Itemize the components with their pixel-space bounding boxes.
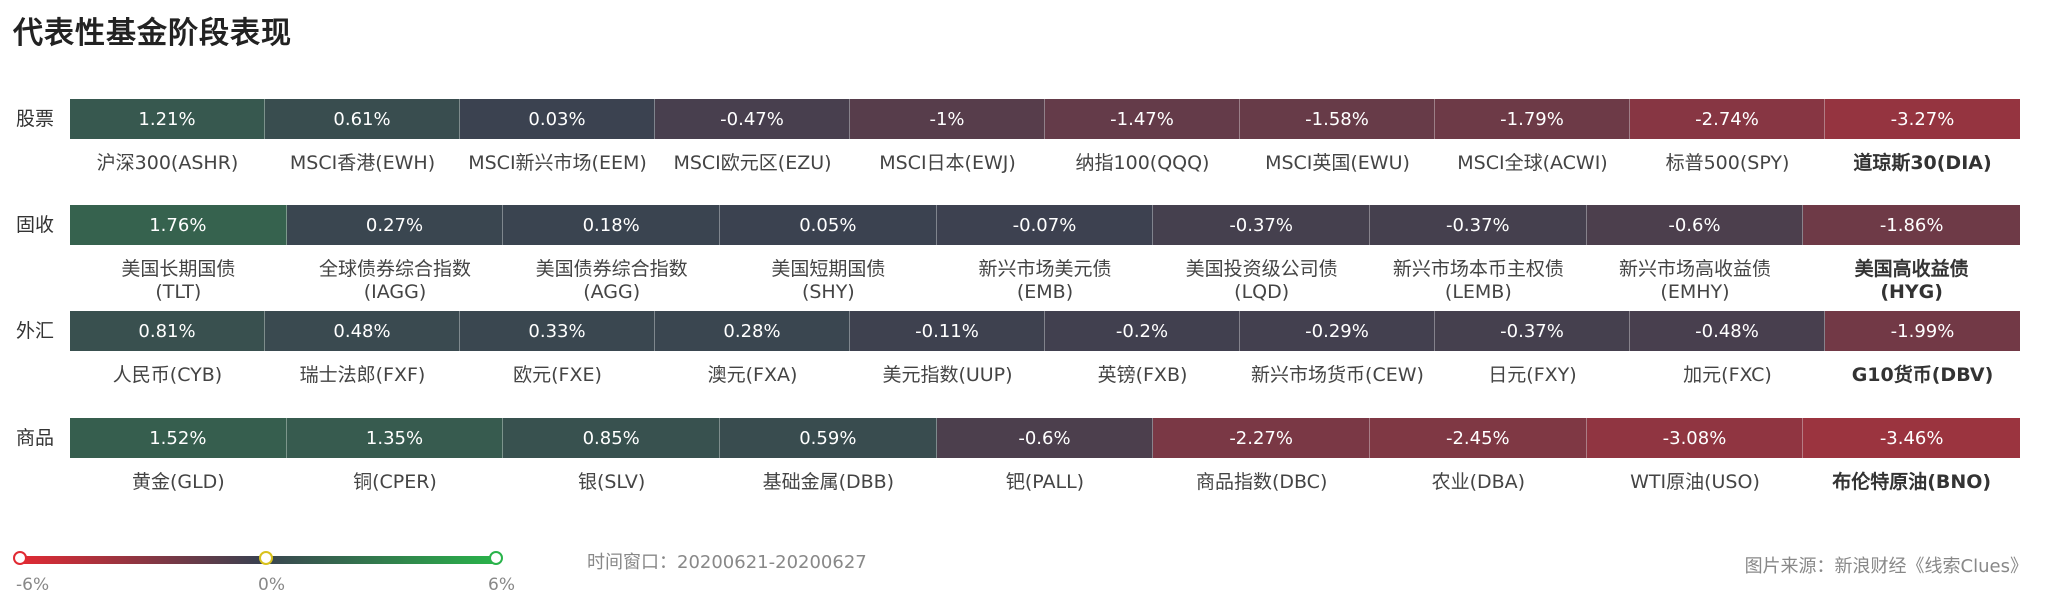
heatmap-cell: -0.48% (1630, 311, 1825, 351)
heatmap-row: 0.81% 0.48% 0.33% 0.28% -0.11% -0.2% -0.29% -0.… (70, 311, 2020, 351)
heatmap-cell: -0.37% (1370, 205, 1587, 245)
heatmap-cell: -0.2% (1045, 311, 1240, 351)
heatmap-cell: 0.85% (503, 418, 720, 458)
heatmap-cell: -3.46% (1803, 418, 2020, 458)
fund-name-label: 标普500(SPY) (1665, 152, 1790, 174)
legend-max-label: 6% (488, 575, 515, 595)
fund-name-label: 基础金属(DBB) (762, 471, 895, 493)
fund-name-label: 铜(CPER) (353, 471, 437, 493)
fund-name-label: 纳指100(QQQ) (1075, 152, 1210, 174)
fund-name-label: 美国短期国债 (SHY) (771, 258, 886, 303)
fund-name-label: 美国长期国债 (TLT) (121, 258, 236, 303)
legend-mid-label: 0% (258, 575, 285, 595)
fund-name-label: 英镑(FXB) (1097, 364, 1188, 386)
heatmap-cell: -1.99% (1825, 311, 2020, 351)
fund-name-label: MSCI全球(ACWI) (1457, 152, 1608, 174)
heatmap-cell: 1.52% (70, 418, 287, 458)
heatmap-row: 1.52% 1.35% 0.85% 0.59% -0.6% -2.27% -2.45% -3.… (70, 418, 2020, 458)
heatmap-cell: -3.08% (1586, 418, 1804, 458)
heatmap-cell: 0.05% (720, 205, 937, 245)
fund-name-label: 全球债券综合指数 (IAGG) (318, 258, 471, 303)
fund-name-label: 商品指数(DBC) (1195, 471, 1328, 493)
fund-name-label: 新兴市场高收益债 (EMHY) (1618, 258, 1771, 303)
heatmap-cell: -1% (850, 99, 1045, 139)
legend-gradient-bar (20, 556, 496, 564)
heatmap-cell: -1.79% (1435, 99, 1630, 139)
heatmap-cell: 0.03% (460, 99, 655, 139)
heatmap-cell: -0.6% (1586, 205, 1804, 245)
fund-name-label: 农业(DBA) (1431, 471, 1526, 493)
heatmap-cell: 0.61% (265, 99, 460, 139)
fund-name-label: 新兴市场货币(CEW) (1251, 364, 1424, 386)
legend-max-handle[interactable] (489, 551, 503, 565)
heatmap-cell: 0.27% (286, 205, 504, 245)
heatmap-cell: -0.07% (936, 205, 1154, 245)
heatmap-cell: 0.33% (460, 311, 655, 351)
heatmap-cell: -0.6% (936, 418, 1154, 458)
fund-name-label: 沪深300(ASHR) (96, 152, 239, 174)
fund-name-label: 美元指数(UUP) (882, 364, 1013, 386)
legend-mid-handle[interactable] (259, 551, 273, 565)
fund-name-label: WTI原油(USO) (1630, 471, 1760, 493)
fund-name-label: MSCI日本(EWJ) (879, 152, 1016, 174)
heatmap-cell: -2.27% (1153, 418, 1370, 458)
heatmap-row: 1.76% 0.27% 0.18% 0.05% -0.07% -0.37% -0.37% -0… (70, 205, 2020, 245)
heatmap-cell: -1.58% (1240, 99, 1435, 139)
fund-name-label: 道琼斯30(DIA) (1853, 152, 1992, 174)
fund-name-label: 布伦特原油(BNO) (1832, 471, 1992, 493)
heatmap-cell: -1.47% (1045, 99, 1240, 139)
fund-name-label: MSCI欧元区(EZU) (673, 152, 832, 174)
fund-name-label: 澳元(FXA) (707, 364, 798, 386)
source-credit: 图片来源：新浪财经《线索Clues》 (1744, 556, 2028, 577)
fund-name-label: 美国债券综合指数 (AGG) (535, 258, 688, 303)
fund-name-label: 美国投资级公司债 (LQD) (1185, 258, 1338, 303)
heatmap-cell: -0.37% (1435, 311, 1630, 351)
chart-title: 代表性基金阶段表现 (13, 16, 292, 51)
heatmap-cell: -0.29% (1240, 311, 1435, 351)
time-window-text: 时间窗口：20200621-20200627 (587, 552, 867, 573)
row-label: 固收 (16, 214, 55, 236)
fund-name-label: MSCI新兴市场(EEM) (468, 152, 647, 174)
heatmap-cell: 0.28% (655, 311, 850, 351)
fund-name-label: 钯(PALL) (1005, 471, 1085, 493)
heatmap-cell: -0.47% (655, 99, 850, 139)
fund-name-label: 人民币(CYB) (112, 364, 223, 386)
heatmap-cell: 0.48% (265, 311, 460, 351)
heatmap-cell: -0.37% (1153, 205, 1370, 245)
fund-name-label: 新兴市场本币主权债 (LEMB) (1392, 258, 1564, 303)
heatmap-cell: 1.21% (70, 99, 265, 139)
heatmap-row: 1.21% 0.61% 0.03% -0.47% -1% -1.47% -1.58% -1.7… (70, 99, 2020, 139)
fund-name-label: 新兴市场美元债 (EMB) (978, 258, 1112, 303)
legend-min-label: -6% (16, 575, 50, 595)
legend-min-handle[interactable] (13, 551, 27, 565)
row-label: 股票 (16, 108, 55, 130)
heatmap-cell: 0.81% (70, 311, 265, 351)
heatmap-cell: 0.18% (503, 205, 720, 245)
heatmap-cell: -2.74% (1630, 99, 1825, 139)
row-label: 商品 (16, 427, 55, 449)
heatmap-cell: 1.76% (70, 205, 287, 245)
fund-name-label: 银(SLV) (577, 471, 646, 493)
heatmap-cell: 1.35% (286, 418, 504, 458)
fund-name-label: 加元(FXC) (1683, 364, 1772, 386)
heatmap-cell: -2.45% (1370, 418, 1587, 458)
heatmap-cell: -1.86% (1803, 205, 2020, 245)
fund-name-label: MSCI香港(EWH) (289, 152, 436, 174)
fund-name-label: MSCI英国(EWU) (1265, 152, 1410, 174)
fund-name-label: 美国高收益债 (HYG) (1854, 258, 1969, 303)
heatmap-cell: 0.59% (720, 418, 937, 458)
fund-name-label: 黄金(GLD) (131, 471, 225, 493)
heatmap-cell: -0.11% (850, 311, 1045, 351)
row-label: 外汇 (16, 320, 55, 342)
fund-name-label: 欧元(FXE) (513, 364, 602, 386)
fund-name-label: G10货币(DBV) (1851, 364, 1994, 386)
heatmap-cell: -3.27% (1825, 99, 2020, 139)
fund-name-label: 瑞士法郎(FXF) (299, 364, 426, 386)
fund-name-label: 日元(FXY) (1488, 364, 1577, 386)
